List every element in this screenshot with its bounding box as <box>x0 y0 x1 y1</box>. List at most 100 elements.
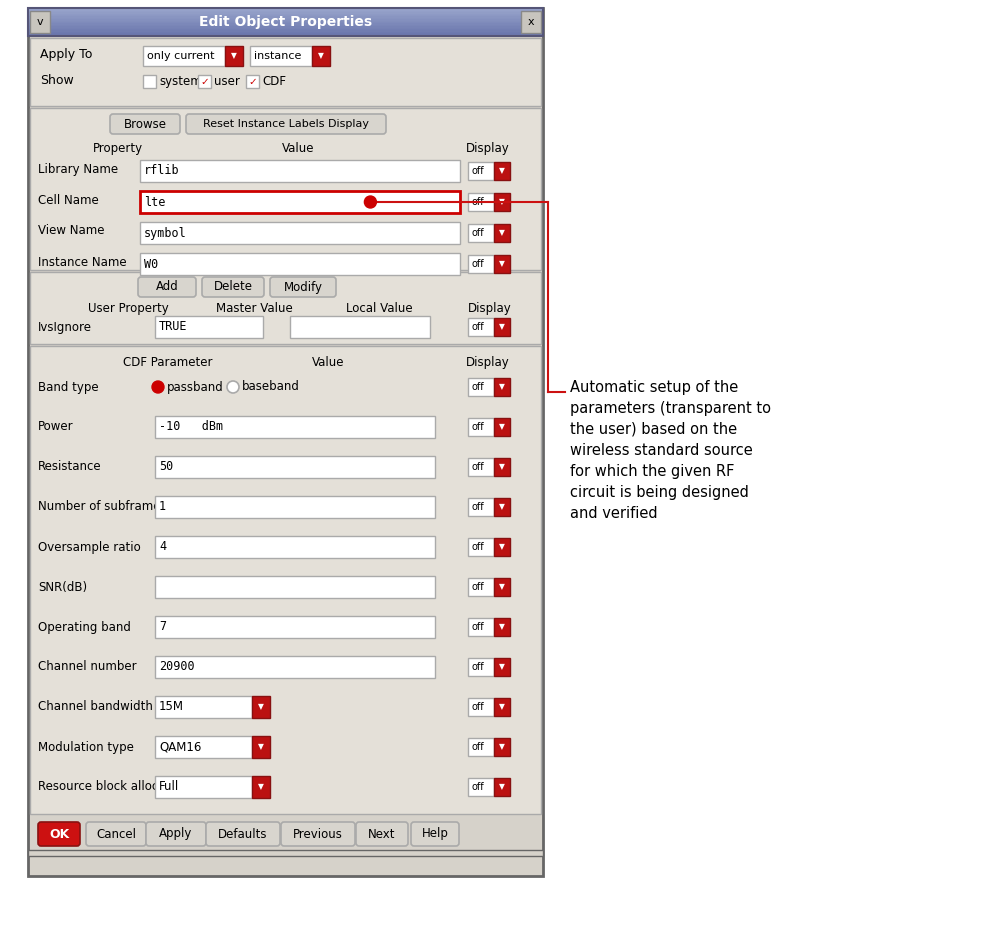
Text: Next: Next <box>368 828 396 841</box>
Bar <box>140 160 460 182</box>
Circle shape <box>364 196 376 208</box>
Bar <box>28 8 543 10</box>
Text: ▼: ▼ <box>258 703 264 711</box>
Bar <box>143 75 156 88</box>
Bar <box>28 11 543 13</box>
Bar <box>468 224 494 242</box>
Text: SNR(dB): SNR(dB) <box>38 581 87 594</box>
Text: ▼: ▼ <box>499 229 505 237</box>
FancyBboxPatch shape <box>86 822 146 846</box>
Bar <box>155 496 435 518</box>
Bar <box>140 253 460 275</box>
Bar <box>140 222 460 244</box>
Text: ▼: ▼ <box>499 622 505 632</box>
Text: off: off <box>471 259 484 269</box>
Text: Modify: Modify <box>284 281 322 294</box>
Bar <box>28 18 543 19</box>
Bar <box>252 696 270 718</box>
Text: ▼: ▼ <box>258 743 264 752</box>
Text: Modulation type: Modulation type <box>38 741 134 754</box>
Text: rflib: rflib <box>144 165 180 178</box>
Text: off: off <box>471 702 484 712</box>
Text: off: off <box>471 462 484 472</box>
Bar <box>494 498 510 516</box>
Bar <box>494 778 510 796</box>
Text: ▼: ▼ <box>499 662 505 671</box>
Bar <box>155 416 435 438</box>
Text: ▼: ▼ <box>499 259 505 269</box>
Text: -10   dBm: -10 dBm <box>159 420 223 433</box>
Bar <box>28 19 543 21</box>
Bar <box>494 658 510 676</box>
Text: off: off <box>471 197 484 207</box>
Bar <box>28 8 543 876</box>
Text: off: off <box>471 322 484 332</box>
Bar <box>155 456 435 478</box>
Text: Previous: Previous <box>293 828 343 841</box>
Text: 4: 4 <box>159 541 166 554</box>
Text: Display: Display <box>466 356 510 369</box>
Bar <box>468 458 494 476</box>
Text: off: off <box>471 782 484 792</box>
Bar <box>28 15 543 17</box>
Bar <box>28 14 543 16</box>
FancyBboxPatch shape <box>206 822 280 846</box>
Text: ▼: ▼ <box>499 322 505 332</box>
Bar <box>468 255 494 273</box>
Text: CDF Parameter: CDF Parameter <box>123 356 213 369</box>
Text: Resistance: Resistance <box>38 460 102 473</box>
FancyBboxPatch shape <box>110 114 180 134</box>
Bar <box>225 46 243 66</box>
Text: only current: only current <box>147 51 214 61</box>
Bar <box>468 318 494 336</box>
Text: off: off <box>471 622 484 632</box>
Text: ✓: ✓ <box>200 77 209 86</box>
Text: Power: Power <box>38 420 74 433</box>
Bar <box>30 272 541 344</box>
Bar <box>28 8 543 36</box>
Bar <box>28 31 543 33</box>
Bar <box>468 498 494 516</box>
Text: ▼: ▼ <box>499 167 505 176</box>
Bar <box>30 108 541 270</box>
Text: ▼: ▼ <box>499 543 505 552</box>
Bar <box>30 816 541 852</box>
Text: OK: OK <box>49 828 69 841</box>
Text: off: off <box>471 662 484 672</box>
Bar <box>155 316 263 338</box>
Text: off: off <box>471 382 484 392</box>
Bar <box>155 536 435 558</box>
Text: CDF: CDF <box>262 75 286 88</box>
Text: Browse: Browse <box>124 118 166 131</box>
Text: ▼: ▼ <box>499 582 505 592</box>
Text: Cell Name: Cell Name <box>38 194 99 206</box>
Text: off: off <box>471 542 484 552</box>
Text: Channel bandwidth: Channel bandwidth <box>38 700 153 714</box>
Bar <box>28 31 543 32</box>
Text: instance: instance <box>254 51 301 61</box>
Text: Library Name: Library Name <box>38 162 118 176</box>
Bar <box>468 778 494 796</box>
Bar <box>494 458 510 476</box>
FancyBboxPatch shape <box>202 277 264 297</box>
Text: 50: 50 <box>159 460 173 473</box>
Text: TRUE: TRUE <box>159 320 188 333</box>
Bar <box>28 17 543 19</box>
Bar <box>494 698 510 716</box>
Text: ▼: ▼ <box>499 782 505 792</box>
Text: 7: 7 <box>159 620 166 633</box>
Text: Automatic setup of the
parameters (transparent to
the user) based on the
wireles: Automatic setup of the parameters (trans… <box>570 380 771 521</box>
Bar <box>30 38 541 106</box>
Text: W0: W0 <box>144 257 158 270</box>
Circle shape <box>152 381 164 393</box>
Bar <box>494 618 510 636</box>
Text: Oversample ratio: Oversample ratio <box>38 541 141 554</box>
Text: off: off <box>471 166 484 176</box>
Bar <box>468 658 494 676</box>
Text: lte: lte <box>144 195 165 208</box>
Bar <box>155 736 252 758</box>
Bar <box>468 538 494 556</box>
Bar <box>494 193 510 211</box>
Bar <box>155 656 435 678</box>
Text: IvsIgnore: IvsIgnore <box>38 320 92 333</box>
